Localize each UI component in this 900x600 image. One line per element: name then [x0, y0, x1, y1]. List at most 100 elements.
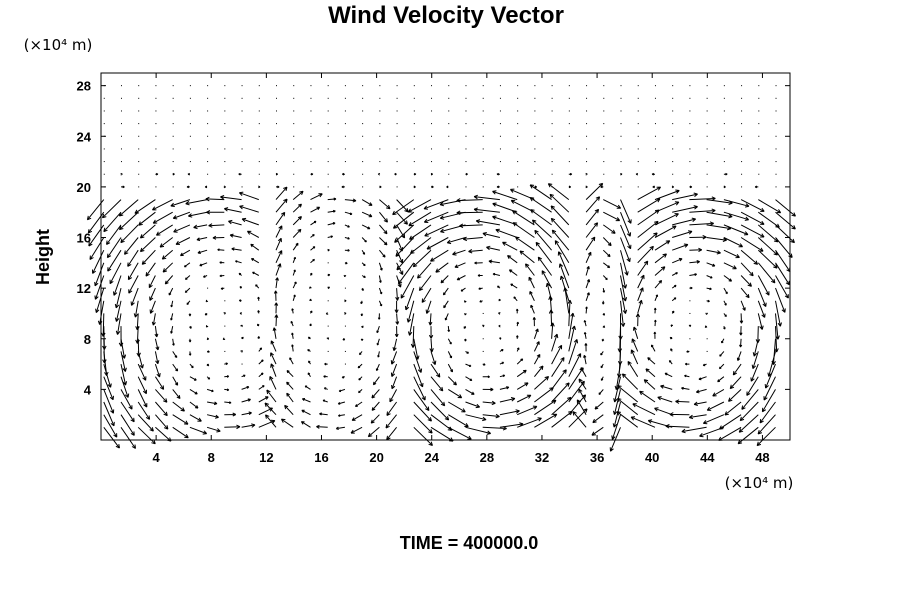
vector-arrow: [186, 300, 191, 306]
vector-arrow: [499, 361, 505, 365]
vector-arrow: [775, 275, 789, 299]
vector-arrow: [647, 357, 656, 365]
vector-arrow: [97, 300, 105, 325]
vector-arrow: [172, 376, 179, 386]
vector-arrow: [430, 389, 446, 407]
vector-arrow: [307, 372, 311, 377]
vector-arrow: [172, 172, 175, 176]
vector-arrow: [286, 370, 294, 378]
vector-arrow: [576, 399, 587, 415]
vector-arrow: [705, 312, 709, 315]
vector-arrow: [689, 208, 716, 213]
vector-arrow: [231, 247, 242, 251]
vector-arrow: [488, 259, 500, 264]
vector-arrow: [620, 300, 626, 327]
vector-arrow: [585, 266, 590, 276]
vector-arrow: [275, 225, 283, 238]
vector-arrow: [407, 199, 432, 213]
vector-arrow: [223, 185, 226, 189]
vector-arrow: [585, 236, 596, 251]
vector-arrow: [534, 365, 544, 378]
vector-arrow: [94, 262, 105, 287]
vector-arrow: [681, 386, 690, 390]
vector-arrow: [598, 389, 604, 395]
vector-arrow: [187, 211, 208, 218]
vector-arrow: [513, 296, 518, 302]
x-tick-label: 8: [208, 450, 215, 465]
vector-arrow: [475, 219, 500, 226]
vector-arrow: [654, 225, 677, 238]
vector-arrow: [309, 286, 312, 289]
vector-arrow: [447, 363, 453, 373]
vector-arrow: [246, 230, 260, 238]
vector-arrow: [759, 401, 776, 424]
vector-arrow: [611, 414, 621, 440]
vector-arrow: [413, 389, 430, 412]
vector-arrow: [379, 199, 391, 210]
vector-arrow: [220, 195, 242, 201]
vector-arrow: [258, 359, 264, 365]
vector-arrow: [155, 224, 173, 236]
vector-arrow: [499, 397, 516, 403]
vector-arrow: [430, 172, 434, 176]
vector-arrow: [377, 313, 381, 320]
vector-arrow: [492, 272, 501, 276]
vector-arrow: [360, 313, 364, 317]
vector-arrow: [149, 287, 156, 301]
vector-arrow: [155, 172, 159, 176]
vector-arrow: [224, 401, 232, 404]
vector-arrow: [395, 313, 400, 325]
vector-arrow: [728, 389, 742, 402]
vector-arrow: [551, 382, 570, 403]
vector-arrow: [431, 185, 434, 189]
vector-arrow: [286, 381, 294, 390]
vector-arrow: [498, 324, 501, 328]
vector-arrow: [270, 352, 277, 365]
vector-arrow: [188, 338, 192, 343]
vector-arrow: [188, 313, 192, 317]
vector-arrow: [775, 287, 786, 313]
vector-arrow: [750, 363, 759, 382]
vector-arrow: [141, 249, 156, 265]
vector-arrow: [512, 222, 535, 238]
vector-arrow: [224, 424, 241, 430]
vector-arrow: [377, 172, 381, 176]
vector-arrow: [447, 326, 451, 332]
vector-arrow: [637, 245, 654, 264]
vector-arrow: [533, 353, 541, 365]
vector-arrow: [137, 426, 156, 445]
vector-arrow: [547, 183, 570, 200]
vector-arrow: [134, 199, 156, 214]
vector-arrow: [495, 228, 518, 238]
vector-arrow: [395, 288, 400, 301]
vector-arrow: [723, 275, 733, 282]
vector-arrow: [392, 211, 415, 229]
vector-arrow: [265, 414, 277, 428]
x-tick-label: 36: [590, 450, 604, 465]
vector-arrow: [172, 426, 189, 439]
vector-arrow: [617, 385, 639, 403]
vector-arrow: [620, 212, 632, 237]
vector-arrow: [241, 217, 259, 226]
vector-arrow: [341, 172, 345, 176]
vector-arrow: [413, 351, 423, 373]
vector-arrow: [530, 209, 552, 226]
vector-arrow: [534, 387, 554, 403]
vector-arrow: [620, 250, 629, 276]
vector-arrow: [645, 368, 656, 378]
vector-arrow: [327, 197, 337, 201]
vector-arrow: [324, 362, 328, 366]
vector-arrow: [239, 205, 259, 213]
vector-arrow: [379, 249, 386, 258]
vector-arrow: [149, 300, 156, 314]
vector-arrow: [497, 285, 501, 289]
y-axis-ticks: 4 8 12 16 20 24 28: [77, 79, 790, 397]
vector-arrow: [206, 426, 221, 433]
vector-arrow: [686, 350, 690, 353]
vector-arrow: [361, 237, 367, 243]
vector-arrow: [549, 193, 570, 213]
vector-arrow: [291, 332, 294, 339]
vector-arrow: [137, 376, 147, 395]
vector-arrow: [757, 262, 776, 284]
vector-arrow: [152, 211, 173, 224]
